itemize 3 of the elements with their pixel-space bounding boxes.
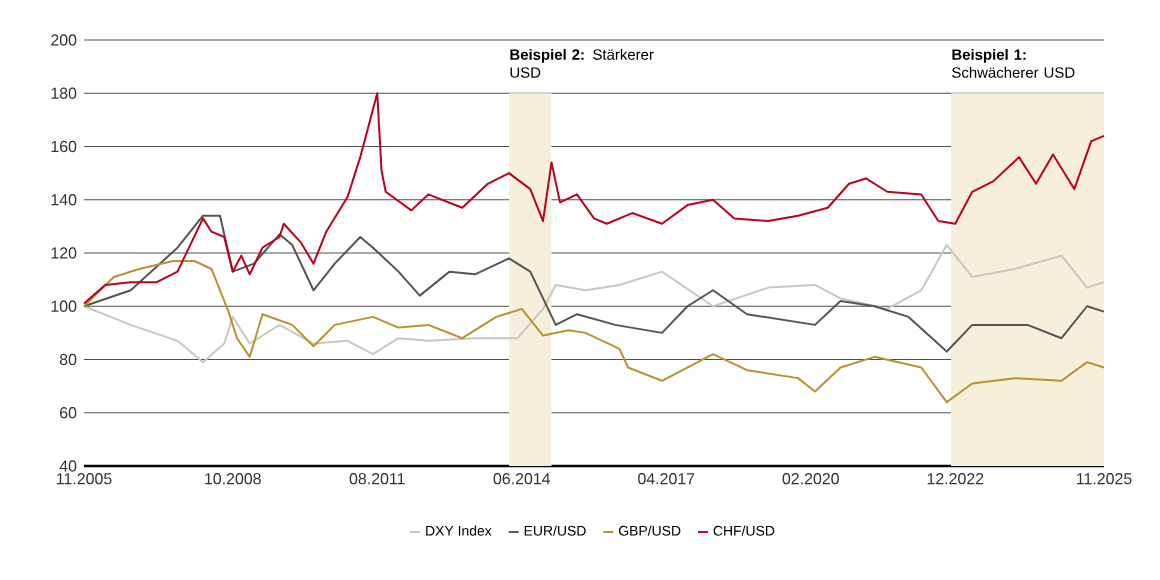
line-series — [83, 244, 1106, 364]
line-series — [83, 259, 1106, 404]
line-series — [83, 92, 1106, 305]
